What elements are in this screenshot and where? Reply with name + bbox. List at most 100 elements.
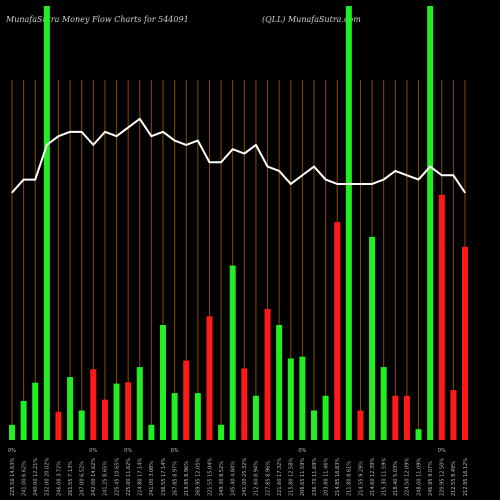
x-tick-label: 241.00 25.32%	[242, 458, 248, 496]
price-point	[278, 170, 280, 172]
volume-bar	[9, 424, 15, 440]
price-point	[23, 179, 25, 181]
x-tick-label: 232.00 20.02%	[45, 458, 51, 496]
price-point	[150, 135, 152, 137]
volume-bar	[183, 360, 190, 440]
x-tick-label: 212.60 8.94%	[254, 461, 260, 496]
volume-bar	[218, 424, 225, 440]
x-tick-label: 267.85 8.97%	[172, 461, 178, 496]
chart-header-right: (QLL) MunafaSutra.com	[262, 15, 361, 24]
volume-bar	[392, 395, 399, 440]
volume-bar	[160, 324, 166, 440]
x-tick-label: 225.45 10.65%	[114, 458, 120, 496]
zero-marker: 0%	[171, 448, 179, 454]
x-tick-label: 215.80 12.58%	[289, 458, 295, 496]
price-point	[406, 174, 408, 176]
x-tick-label: 249.30 8.52%	[219, 461, 225, 496]
price-point	[185, 144, 187, 146]
volume-bar	[78, 410, 85, 440]
price-point	[266, 165, 269, 168]
x-tick-label: 206.65 11.59%	[300, 458, 306, 496]
x-tick-label: 225.50 14.63%	[10, 458, 16, 496]
price-point	[197, 139, 199, 142]
x-tick-label: 220.95 12.50%	[440, 458, 446, 496]
price-point	[301, 174, 303, 176]
price-point	[232, 148, 234, 150]
x-tick-label: 240.00 12.21%	[33, 458, 39, 496]
x-tick-label: 211.80 8.61%	[347, 461, 353, 496]
x-tick-label: 236.55 17.14%	[161, 458, 167, 496]
volume-bar	[438, 194, 445, 440]
price-point	[46, 144, 48, 146]
zero-marker: 0%	[8, 448, 16, 454]
x-tick-label: 219.95 8.96%	[184, 461, 190, 496]
x-tick-label: 247.00 6.52%	[79, 461, 85, 496]
price-point	[417, 179, 420, 181]
price-point	[11, 192, 13, 194]
volume-bar	[125, 382, 132, 440]
x-tick-label: 225.00 11.62%	[126, 458, 132, 496]
price-point	[464, 192, 466, 194]
x-tick-label: 241.00 3.08%	[149, 461, 155, 496]
price-point	[290, 183, 292, 185]
x-tick-label: 224.80 17.14%	[138, 458, 144, 496]
x-tick-label: 241.25 8.65%	[103, 461, 109, 496]
price-point	[313, 165, 315, 168]
volume-bar	[369, 236, 376, 440]
zero-marker: 0%	[124, 448, 132, 454]
x-tick-label: 241.00 6.62%	[21, 461, 27, 496]
x-tick-label: 269.95 12.05%	[196, 458, 202, 496]
price-point	[139, 118, 141, 120]
price-point	[325, 179, 327, 181]
zero-markers: 0% 0% 0% 0% 0% 0%	[8, 448, 446, 454]
volume-bar	[20, 400, 27, 440]
x-axis-labels: 225.50 14.63% 241.00 6.62% 240.00 12.21% 23…	[10, 458, 469, 496]
price-point	[69, 131, 71, 133]
price-point	[429, 165, 431, 168]
price-point	[57, 135, 60, 137]
x-tick-label: 245.40 4.84%	[230, 461, 236, 496]
price-point	[92, 144, 94, 146]
price-point	[208, 161, 211, 163]
x-tick-label: 214.55 9.29%	[358, 461, 364, 496]
x-tick-label: 218.40 5.03%	[393, 461, 399, 496]
chart-header-left: MunafaSutra Money Flow Charts for 544091	[5, 15, 189, 24]
price-line	[11, 117, 466, 194]
volume-bar	[311, 410, 317, 440]
price-point	[348, 183, 350, 185]
volume-bar	[241, 368, 248, 440]
volume-bar	[380, 367, 387, 440]
price-point	[162, 131, 164, 133]
volume-bar	[415, 429, 422, 440]
x-tick-label: 246.00 3.72%	[56, 461, 62, 496]
volume-bar	[101, 399, 108, 440]
price-point	[441, 174, 443, 176]
volume-bar	[43, 6, 50, 440]
price-point	[127, 126, 129, 129]
zero-marker: 0%	[89, 448, 97, 454]
price-point	[336, 183, 338, 185]
volume-bar	[229, 265, 236, 440]
price-point	[115, 135, 118, 137]
price-point	[394, 170, 396, 172]
x-tick-label: 224.50 12.09%	[405, 458, 411, 496]
volume-bar	[171, 393, 178, 440]
x-tick-label: 227.85 8.96%	[265, 461, 271, 496]
volume-bar	[345, 6, 352, 440]
x-tick-label: 236.70 11.69%	[312, 458, 318, 496]
price-point	[220, 161, 222, 163]
grid-lines	[11, 80, 466, 440]
x-tick-label: 221.60 17.32%	[277, 458, 283, 496]
price-point	[243, 152, 245, 155]
volume-bar	[55, 411, 62, 440]
price-line-group	[11, 117, 466, 194]
x-tick-label: 248.00 11.09%	[416, 458, 422, 496]
volume-bar	[206, 316, 213, 440]
x-tick-label: 212.95 16.12%	[463, 458, 469, 496]
price-point	[255, 144, 257, 146]
volume-bar	[450, 390, 457, 440]
volume-bar	[113, 383, 120, 440]
volume-bar	[136, 367, 143, 440]
x-tick-label: 214.85 16.83%	[335, 458, 341, 496]
